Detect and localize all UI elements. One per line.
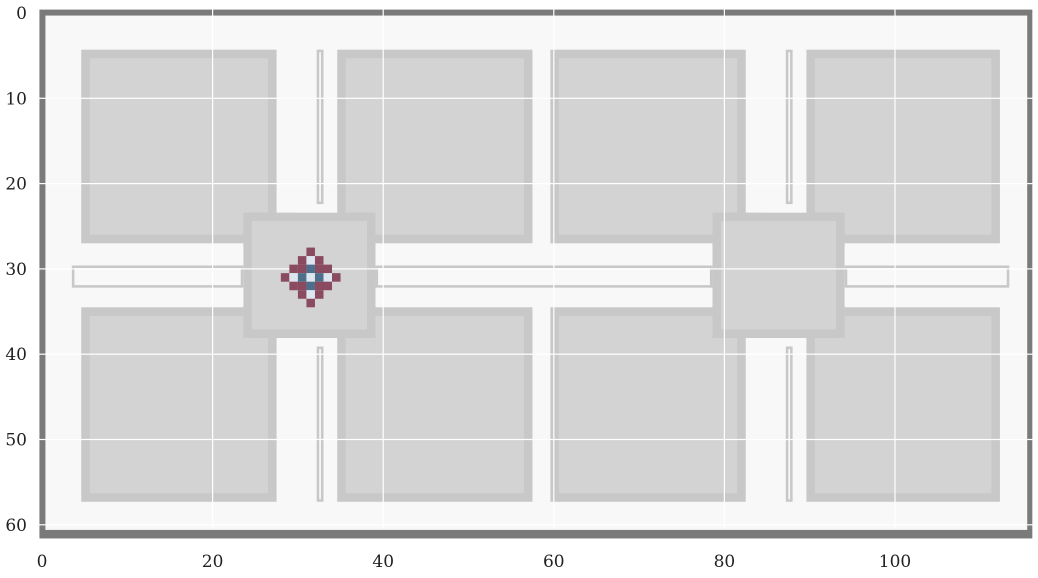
grid-line-horizontal — [38, 353, 1034, 355]
y-axis: 0 10 20 30 40 50 60 — [5, 4, 27, 536]
grid-map — [39, 9, 1033, 539]
agent-cell — [306, 256, 315, 265]
building-block-core — [558, 315, 738, 494]
grid-line-horizontal — [38, 524, 1034, 526]
road-median-core — [74, 268, 241, 286]
agent-cell — [306, 247, 315, 257]
y-tick-label: 0 — [16, 4, 27, 24]
building-block-core — [345, 315, 524, 494]
road-median-core — [319, 52, 321, 202]
road-median-core — [788, 349, 791, 500]
grid-line-vertical — [553, 8, 555, 528]
road-median-core — [378, 268, 710, 286]
y-tick-label: 20 — [5, 175, 27, 195]
agent-cell — [306, 273, 315, 282]
y-tick-label: 60 — [5, 516, 27, 536]
x-tick-label: 80 — [714, 552, 736, 572]
agent-cell — [297, 290, 307, 299]
grid-line-horizontal — [38, 183, 1034, 185]
agent-cell — [314, 290, 324, 299]
road-vertical — [763, 337, 807, 511]
agent-cell — [297, 264, 307, 274]
road-vertical — [294, 337, 338, 511]
building-block-core — [558, 58, 738, 235]
x-tick-label: 20 — [202, 552, 224, 572]
x-axis: 0 20 40 60 80 100 — [37, 552, 912, 572]
agent-cell — [314, 281, 324, 291]
agent-cell — [323, 264, 333, 274]
x-tick-label: 60 — [543, 552, 565, 572]
grid-line-vertical — [723, 8, 725, 528]
agent-cell — [306, 281, 315, 291]
agent-cell — [297, 281, 307, 291]
building-block-core — [89, 58, 269, 235]
y-tick-label: 40 — [5, 345, 27, 365]
agent-cell — [306, 290, 315, 299]
road-median-core — [847, 268, 1007, 286]
agent-cell — [314, 264, 324, 274]
building-block-core — [89, 315, 269, 494]
grid-line-horizontal — [38, 97, 1034, 99]
agent-cell — [306, 264, 315, 274]
grid-line-horizontal — [38, 268, 1034, 270]
agent-cell — [314, 273, 324, 282]
intersection-plaza-core — [720, 221, 837, 330]
grid-line-vertical — [382, 8, 384, 528]
agent-cell — [289, 273, 298, 282]
agent-cell — [289, 264, 298, 274]
agent-cell — [280, 273, 290, 282]
grid-line-horizontal — [38, 438, 1034, 441]
road-vertical — [294, 41, 338, 213]
y-tick-label: 10 — [5, 89, 27, 109]
y-tick-label: 30 — [5, 260, 27, 280]
grid-lines — [38, 8, 1034, 528]
grid-line-vertical — [212, 8, 214, 528]
agent-cell — [314, 256, 324, 265]
grid-line-vertical — [894, 8, 896, 528]
y-tick-label: 50 — [5, 431, 27, 451]
x-tick-label: 40 — [372, 552, 394, 572]
agent-cell — [306, 298, 315, 308]
agent-cell — [323, 281, 333, 291]
building-block-core — [345, 58, 524, 235]
road-median-core — [319, 349, 321, 500]
x-tick-label: 100 — [879, 552, 911, 572]
building-block-core — [814, 58, 992, 235]
road-median-core — [788, 52, 791, 202]
agent-cell — [332, 273, 341, 282]
agent-cell — [297, 273, 307, 282]
x-tick-label: 0 — [37, 552, 48, 572]
building-block-core — [814, 315, 992, 494]
agent-cell — [289, 281, 298, 291]
agent-marker — [280, 247, 341, 308]
agent-cell — [323, 273, 333, 282]
agent-cell — [297, 256, 307, 265]
road-vertical — [763, 41, 807, 213]
